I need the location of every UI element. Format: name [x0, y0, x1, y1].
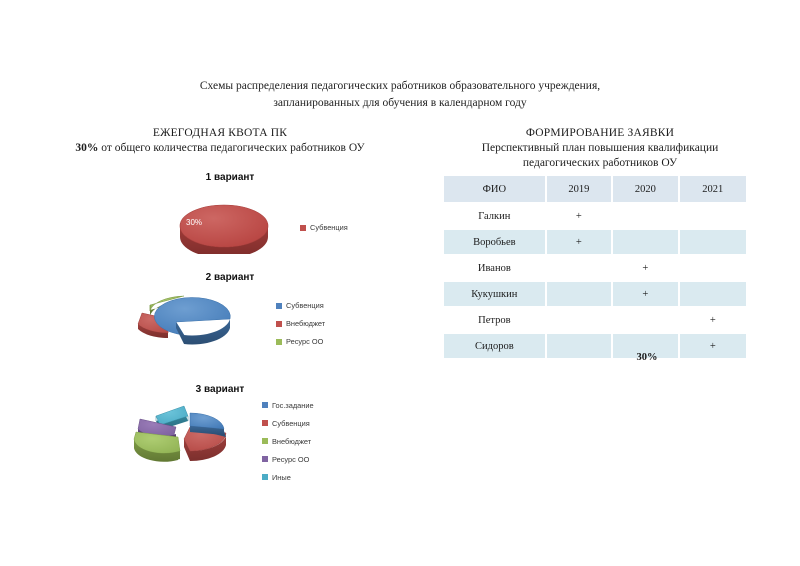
left-column-header: ЕЖЕГОДНАЯ КВОТА ПК 30% от общего количес…	[20, 126, 420, 156]
plan-table-wrapper: ФИО 2019 2020 2021 Галкин + Воробьев +	[444, 176, 746, 358]
table-row: Петров +	[444, 308, 746, 334]
table-row: Воробьев +	[444, 230, 746, 256]
chart-3-legend-item-3: Ресурс ОО	[262, 455, 314, 464]
plan-table-body: Галкин + Воробьев + Иванов +	[444, 204, 746, 358]
page-title: Схемы распределения педагогических работ…	[100, 78, 700, 112]
page-title-line-2: запланированных для обучения в календарн…	[273, 97, 527, 109]
cell-2021	[679, 230, 746, 256]
cell-name: Галкин	[444, 204, 547, 230]
cell-name: Сидоров	[444, 334, 547, 358]
legend-swatch-icon	[300, 224, 306, 231]
table-row: Кукушкин +	[444, 282, 746, 308]
chart-3-legend-label-3: Ресурс ОО	[272, 454, 310, 464]
cell-2020: +	[613, 282, 680, 308]
cell-2019: +	[546, 230, 614, 256]
page-title-line-1: Схемы распределения педагогических работ…	[199, 80, 601, 92]
legend-swatch-icon	[262, 474, 268, 480]
cell-name: Воробьев	[444, 230, 547, 256]
chart-2-pie-variant-2: Субвенция Внебюджет Ресурс ОО	[136, 288, 325, 359]
legend-swatch-icon	[276, 338, 282, 345]
chart-2-plot-area	[136, 288, 252, 359]
chart-2-slice-subvention	[154, 297, 231, 345]
chart-3-plot-area	[126, 399, 246, 484]
cell-2020: +	[613, 256, 680, 282]
cell-2019	[546, 334, 614, 358]
chart-2-pie-svg	[137, 295, 231, 345]
chart-2-legend-item-2: Ресурс ОО	[276, 337, 325, 346]
chart-2-legend-item-1: Внебюджет	[276, 319, 325, 328]
chart-1-plot-area: 30%	[170, 196, 278, 259]
left-subheading-percent: 30%	[75, 142, 99, 154]
chart-2-legend-item-0: Субвенция	[276, 301, 325, 310]
chart-3-legend-item-4: Иные	[262, 473, 314, 482]
plan-table-head: ФИО 2019 2020 2021	[444, 176, 746, 204]
column-header-fio: ФИО	[444, 176, 547, 204]
chart-3-legend-item-0: Гос.задание	[262, 401, 314, 410]
chart-3-legend-label-0: Гос.задание	[272, 400, 314, 410]
chart-1-pie-variant-1: 30% Субвенция	[170, 196, 348, 259]
chart-1-legend-item-0: Субвенция	[300, 223, 348, 232]
chart-2-legend-label-1: Внебюджет	[286, 319, 326, 328]
cell-2021	[679, 282, 746, 308]
legend-swatch-icon	[262, 402, 268, 408]
legend-swatch-icon	[262, 420, 268, 426]
cell-name: Иванов	[444, 256, 547, 282]
column-header-2021: 2021	[679, 176, 746, 204]
right-column-header: ФОРМИРОВАНИЕ ЗАЯВКИ Перспективный план п…	[430, 126, 770, 171]
chart-1-title: 1 вариант	[205, 172, 255, 183]
chart-3-slice-gos-zadanie	[189, 412, 226, 437]
cell-name: Кукушкин	[444, 282, 547, 308]
chart-3-pie-variant-3: Гос.задание Субвенция Внебюджет Ресурс О…	[126, 396, 314, 486]
left-subheading: 30% от общего количества педагогических …	[20, 141, 420, 156]
cell-2019	[546, 256, 614, 282]
right-subheading-line-2: педагогических работников ОУ	[522, 157, 678, 169]
legend-swatch-icon	[262, 456, 268, 462]
cell-2021	[679, 204, 746, 230]
table-header-row: ФИО 2019 2020 2021	[444, 176, 746, 204]
chart-3-legend-item-2: Внебюджет	[262, 437, 314, 446]
chart-1-legend-label-0: Субвенция	[310, 223, 348, 232]
cell-2019	[546, 282, 614, 308]
cell-name: Петров	[444, 308, 547, 334]
chart-3-title: 3 вариант	[195, 384, 245, 395]
chart-3-legend-label-2: Внебюджет	[272, 436, 312, 446]
cell-2021: +	[679, 308, 746, 334]
chart-1-pie-svg	[179, 204, 269, 258]
chart-3-legend-item-1: Субвенция	[262, 419, 314, 428]
cell-2020	[613, 308, 680, 334]
table-row: Иванов +	[444, 256, 746, 282]
plan-table: ФИО 2019 2020 2021 Галкин + Воробьев +	[444, 176, 746, 358]
left-heading: ЕЖЕГОДНАЯ КВОТА ПК	[152, 127, 288, 139]
chart-2-legend-label-2: Ресурс ОО	[286, 337, 324, 346]
cell-2020	[613, 334, 680, 358]
table-row: Сидоров +	[444, 334, 746, 358]
right-subheading-line-1: Перспективный план повышения квалификаци…	[481, 142, 719, 154]
table-row: Галкин +	[444, 204, 746, 230]
column-header-2020: 2020	[613, 176, 680, 204]
chart-3-legend-label-4: Иные	[272, 472, 291, 482]
chart-2-legend-label-0: Субвенция	[286, 301, 324, 310]
chart-2-title: 2 вариант	[205, 272, 255, 283]
chart-3-legend: Гос.задание Субвенция Внебюджет Ресурс О…	[262, 396, 314, 486]
column-header-2019: 2019	[546, 176, 614, 204]
right-heading: ФОРМИРОВАНИЕ ЗАЯВКИ	[525, 127, 675, 139]
legend-swatch-icon	[276, 302, 282, 309]
left-subheading-rest: от общего количества педагогических рабо…	[98, 142, 365, 154]
cell-2019	[546, 308, 614, 334]
cell-2021: +	[679, 334, 746, 358]
chart-2-legend: Субвенция Внебюджет Ресурс ОО	[276, 297, 325, 351]
chart-3-pie-svg	[133, 405, 227, 462]
cell-2019: +	[546, 204, 614, 230]
legend-swatch-icon	[262, 438, 268, 444]
legend-swatch-icon	[276, 320, 282, 327]
chart-3-slice-vnebudget	[133, 431, 181, 462]
chart-3-legend-label-1: Субвенция	[272, 418, 310, 428]
cell-2021	[679, 256, 746, 282]
cell-2020	[613, 204, 680, 230]
table-footer-percent: 30%	[636, 352, 658, 363]
cell-2020	[613, 230, 680, 256]
chart-1-legend: Субвенция	[300, 219, 348, 237]
